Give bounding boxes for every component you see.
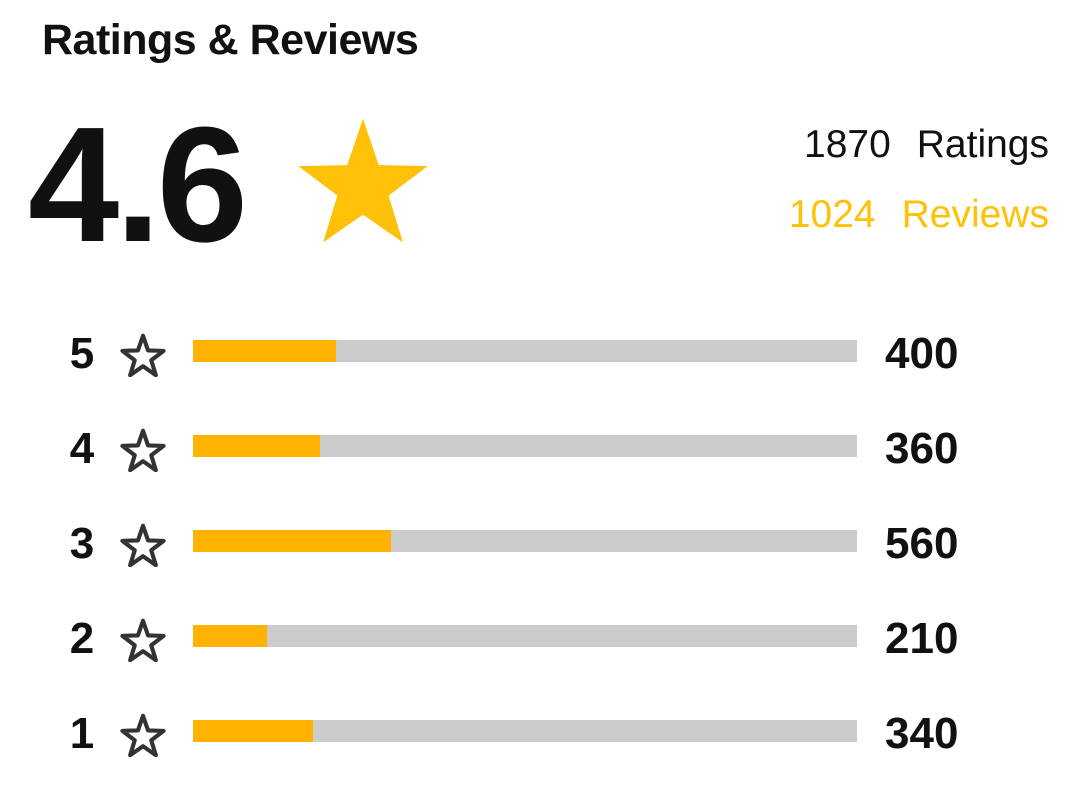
star-level: 2 xyxy=(69,614,95,663)
reviews-count[interactable]: 1024 xyxy=(788,193,876,236)
rating-bar-track xyxy=(193,340,857,362)
ratings-count: 1870 xyxy=(804,123,891,166)
rating-row-4: 4 360 xyxy=(0,401,1067,496)
star-level: 4 xyxy=(69,424,95,473)
star-filled-icon xyxy=(298,118,428,243)
star-level: 5 xyxy=(69,329,95,378)
star-filled-shape xyxy=(298,118,428,243)
rating-bar-fill xyxy=(193,720,314,742)
rating-count: 400 xyxy=(885,329,959,378)
average-rating: 4.6 xyxy=(28,93,248,276)
star-outline-icon xyxy=(120,428,166,472)
rating-summary: 1870 Ratings 1024 Reviews xyxy=(789,118,1049,258)
star-level: 1 xyxy=(69,709,95,758)
star-outline-icon xyxy=(120,713,166,757)
rating-bar-fill xyxy=(193,435,321,457)
star-outline-icon xyxy=(120,523,166,567)
reviews-total[interactable]: 1024 Reviews xyxy=(789,188,1049,242)
rating-count: 560 xyxy=(885,519,959,568)
rating-row-2: 2 210 xyxy=(0,591,1067,686)
rating-bar-track xyxy=(193,435,857,457)
rating-bar-track xyxy=(193,530,857,552)
reviews-label[interactable]: Reviews xyxy=(901,193,1049,236)
rating-count: 210 xyxy=(885,614,959,663)
rating-row-3: 3 560 xyxy=(0,496,1067,591)
rating-row-5: 5 400 xyxy=(0,306,1067,401)
rating-row-1: 1 340 xyxy=(0,686,1067,781)
rating-bar-track xyxy=(193,625,857,647)
section-title: Ratings & Reviews xyxy=(42,16,419,64)
rating-bar-fill xyxy=(193,625,268,647)
ratings-total: 1870 Ratings xyxy=(789,118,1049,172)
rating-count: 360 xyxy=(885,424,959,473)
star-outline-icon xyxy=(120,618,166,662)
rating-bar-fill xyxy=(193,340,336,362)
rating-bar-fill xyxy=(193,530,391,552)
star-outline-icon xyxy=(120,333,166,377)
ratings-label: Ratings xyxy=(916,123,1049,166)
rating-count: 340 xyxy=(885,709,959,758)
rating-bar-track xyxy=(193,720,857,742)
star-level: 3 xyxy=(69,519,95,568)
